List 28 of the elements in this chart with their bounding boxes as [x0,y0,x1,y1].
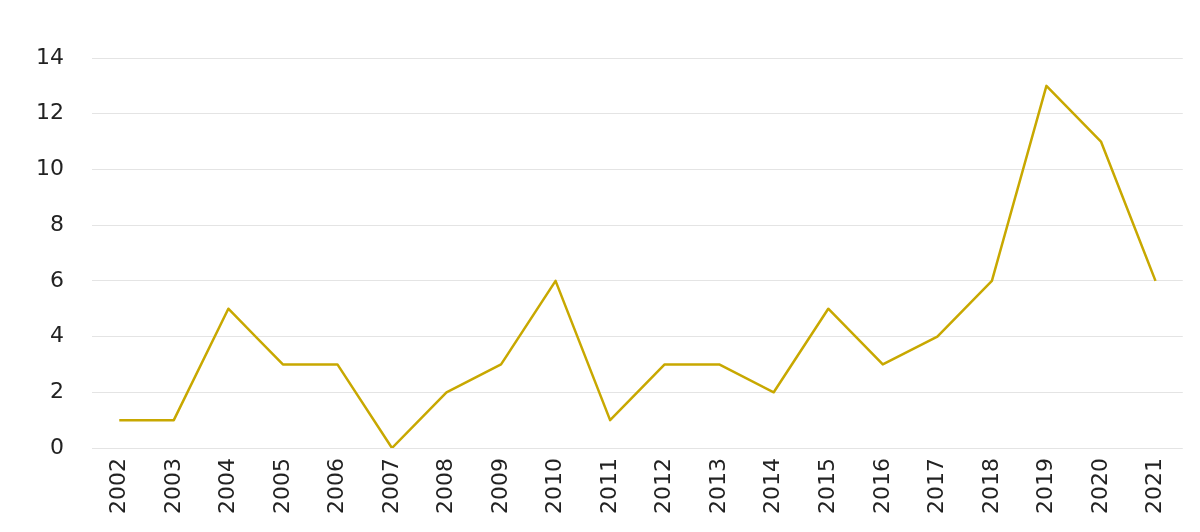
x-tick-label: 2008 [432,458,458,515]
x-tick-label: 2003 [159,458,185,515]
y-tick-label: 10 [35,155,64,181]
x-tick-label: 2016 [868,458,894,515]
x-tick-label: 2019 [1032,458,1058,515]
y-tick-label: 14 [35,43,64,69]
x-tick-label: 2010 [541,458,567,515]
x-tick-label: 2014 [759,458,785,515]
x-tick-label: 2021 [1141,458,1167,515]
x-tick-label: 2012 [650,458,676,515]
x-tick-label: 2007 [377,458,403,515]
x-tick-label: 2020 [1086,458,1112,515]
y-tick-label: 0 [49,433,64,459]
x-tick-label: 2018 [977,458,1003,515]
x-tick-label: 2006 [323,458,349,515]
x-tick-label: 2004 [214,458,240,515]
x-tick-label: 2005 [268,458,294,515]
y-tick-label: 2 [49,378,64,404]
x-tick-label: 2013 [704,458,730,515]
y-tick-label: 6 [49,266,64,292]
y-tick-label: 4 [49,322,64,348]
y-tick-label: 8 [49,210,64,236]
x-tick-label: 2002 [104,458,130,515]
y-tick-label: 12 [35,99,64,125]
x-tick-label: 2009 [486,458,512,515]
x-tick-label: 2011 [595,458,621,515]
x-tick-label: 2017 [923,458,949,515]
x-tick-label: 2015 [813,458,839,515]
